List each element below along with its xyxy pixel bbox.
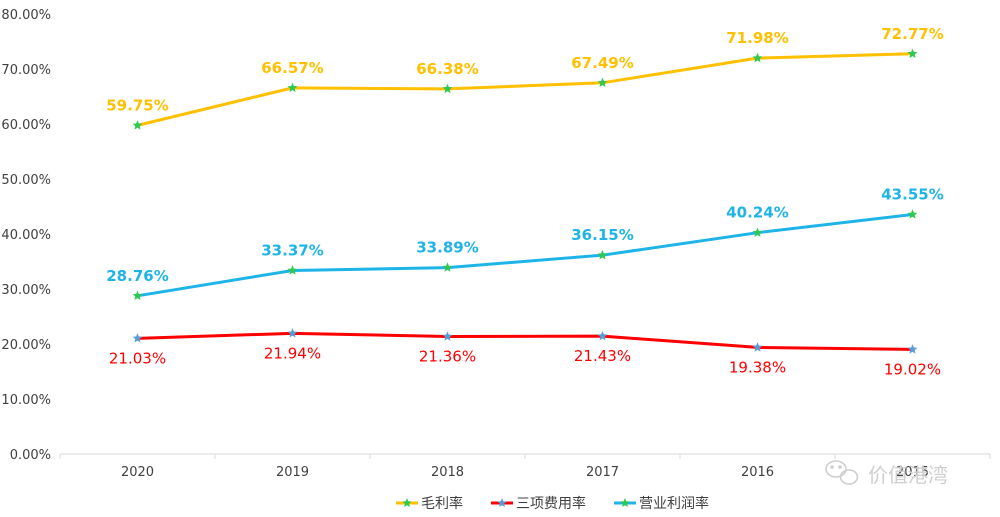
legend-item: 毛利率 (396, 495, 463, 512)
data-label: 67.49% (571, 54, 633, 72)
legend-label: 毛利率 (421, 495, 463, 512)
data-label: 59.75% (106, 96, 168, 114)
data-label: 66.38% (416, 60, 478, 78)
series-layer (132, 48, 918, 354)
data-label: 33.89% (416, 239, 478, 257)
data-point-marker (287, 82, 298, 93)
data-label: 21.43% (574, 347, 631, 365)
y-tick-label: 70.00% (1, 63, 51, 78)
data-point-marker (442, 83, 453, 94)
data-label: 66.57% (261, 59, 323, 77)
legend-label: 三项费用率 (516, 495, 586, 512)
y-tick-label: 80.00% (1, 8, 51, 23)
data-point-marker (597, 249, 608, 260)
data-point-marker (907, 209, 918, 219)
x-tick-label: 2015 (896, 465, 929, 480)
y-tick-label: 30.00% (1, 283, 51, 298)
y-tick-label: 40.00% (1, 228, 51, 243)
data-label: 19.02% (884, 360, 941, 378)
x-tick-label: 2016 (741, 465, 774, 480)
x-tick-label: 2019 (276, 465, 309, 480)
x-tick-label: 2020 (121, 465, 154, 480)
data-label: 21.36% (419, 348, 476, 366)
legend-marker (497, 498, 507, 508)
data-point-marker (752, 52, 763, 63)
data-label: 21.94% (264, 344, 321, 362)
watermark-text: 价值港湾 (868, 463, 948, 487)
series-line-0 (136, 52, 914, 127)
y-tick-label: 50.00% (1, 173, 51, 188)
data-point-marker (287, 328, 298, 338)
data-point-marker (132, 290, 143, 301)
data-point-marker (752, 227, 763, 237)
data-label: 21.03% (109, 349, 166, 367)
data-label: 28.76% (106, 267, 168, 285)
data-point-marker (442, 262, 453, 272)
data-point-marker (752, 342, 763, 352)
y-tick-label: 10.00% (1, 393, 51, 408)
x-axis: 2020 2019 2018 2017 2016 2015 (59, 454, 991, 480)
data-point-marker (597, 330, 608, 341)
watermark: 价值港湾 (825, 460, 948, 487)
legend-label: 营业利润率 (639, 495, 709, 512)
data-point-marker (287, 265, 298, 275)
data-label-layer: 59.75% 66.57% 66.38% 67.49% 71.98% 72.77% 21.0… (106, 25, 943, 379)
y-axis: 0.00% 10.00% 20.00% 30.00% 40.00% 50.00% 60.00… (1, 8, 51, 463)
series-line-1 (136, 331, 914, 351)
data-point-marker (442, 331, 453, 341)
x-tick-label: 2017 (586, 465, 619, 480)
data-point-marker (907, 48, 918, 58)
data-label: 72.77% (881, 25, 943, 43)
legend-marker (620, 498, 630, 508)
x-tick-label: 2018 (431, 465, 464, 480)
data-label: 33.37% (261, 241, 323, 259)
data-point-marker (597, 77, 608, 88)
data-point-marker (907, 344, 918, 354)
series-line-2 (136, 212, 914, 298)
data-label: 36.15% (571, 226, 633, 244)
data-label: 40.24% (726, 204, 788, 222)
y-tick-label: 20.00% (1, 338, 51, 353)
y-tick-label: 60.00% (1, 118, 51, 133)
legend: 毛利率 三项费用率 营业利润率 (396, 495, 709, 512)
legend-item: 三项费用率 (491, 495, 586, 512)
data-point-marker (132, 333, 143, 343)
legend-marker (402, 498, 412, 508)
wechat-icon (825, 460, 859, 485)
data-point-marker (132, 120, 143, 130)
legend-item: 营业利润率 (614, 495, 709, 512)
y-tick-label: 0.00% (10, 448, 51, 463)
data-label: 43.55% (881, 185, 943, 203)
data-label: 71.98% (726, 29, 788, 47)
data-label: 19.38% (729, 358, 786, 376)
